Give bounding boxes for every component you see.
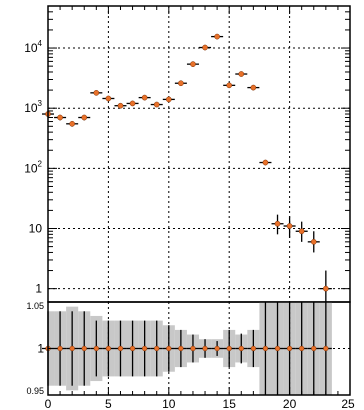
ratio-y-tick-label: 0.95	[26, 386, 44, 396]
main-data-point	[250, 84, 257, 91]
ratio-x-tick-label: 25	[341, 397, 355, 410]
ratio-data-point	[286, 345, 293, 352]
main-data-point	[129, 100, 136, 107]
main-data-point	[286, 223, 293, 229]
main-data-point	[93, 89, 100, 96]
main-data-point	[165, 96, 172, 103]
ratio-data-point	[214, 345, 220, 352]
ratio-data-point	[311, 345, 317, 352]
main-data-point	[57, 114, 63, 121]
ratio-data-point	[166, 345, 172, 352]
main-data-point	[226, 82, 233, 89]
main-data-point	[238, 71, 245, 77]
main-y-tick-label: 104	[24, 39, 42, 55]
main-data-point	[298, 228, 305, 235]
ratio-data-point	[323, 345, 329, 352]
main-y-tick-label: 10	[29, 222, 43, 236]
main-y-tick-label: 1	[35, 282, 42, 296]
main-data-point	[141, 94, 148, 101]
ratio-y-tick-label: 1	[37, 342, 44, 356]
ratio-data-point	[238, 345, 244, 352]
main-data-point	[153, 101, 160, 108]
main-y-tick-label: 103	[24, 99, 42, 115]
main-panel: 1 10 102 103 104	[24, 5, 351, 303]
ratio-data-point	[262, 345, 269, 352]
ratio-data-point	[250, 345, 257, 352]
ratio-data-point	[117, 345, 124, 352]
main-y-tick-label: 102	[24, 159, 42, 175]
ratio-data-point	[141, 345, 148, 352]
ratio-x-tick-label: 20	[283, 397, 297, 410]
ratio-data-point	[299, 345, 305, 352]
main-data-point	[262, 159, 269, 166]
main-data-point	[322, 285, 329, 292]
ratio-y-tick-label: 1.05	[26, 301, 44, 311]
main-data-point	[190, 61, 196, 67]
ratio-data-point	[69, 345, 75, 352]
ratio-data-point	[93, 345, 99, 352]
ratio-data-point	[202, 345, 208, 352]
ratio-data-point	[81, 345, 87, 352]
main-data-point	[105, 95, 112, 102]
ratio-data-point	[129, 345, 136, 352]
ratio-data-point	[154, 345, 160, 352]
ratio-panel: 0.95 1 1.05 0 5 10 15 20 25	[26, 301, 355, 410]
main-data-point	[69, 120, 76, 127]
main-data-point	[202, 44, 208, 51]
ratio-data-point	[190, 345, 196, 352]
main-data-point	[274, 220, 281, 227]
main-data-point	[214, 33, 220, 40]
ratio-data-point	[178, 345, 184, 352]
main-data-point	[310, 238, 317, 245]
main-data-point	[178, 80, 184, 87]
main-frame	[47, 5, 351, 303]
ratio-data-point	[274, 345, 281, 352]
ratio-x-tick-label: 10	[162, 397, 176, 410]
ratio-data-point	[105, 345, 112, 352]
main-data-point	[81, 114, 88, 121]
ratio-data-point	[57, 345, 63, 352]
ratio-x-tick-label: 5	[105, 397, 112, 410]
main-data-point	[117, 102, 124, 109]
ratio-x-tick-label: 15	[223, 397, 237, 410]
ratio-frame	[47, 301, 351, 396]
ratio-data-point	[226, 345, 232, 352]
ratio-x-tick-label: 0	[45, 397, 52, 410]
